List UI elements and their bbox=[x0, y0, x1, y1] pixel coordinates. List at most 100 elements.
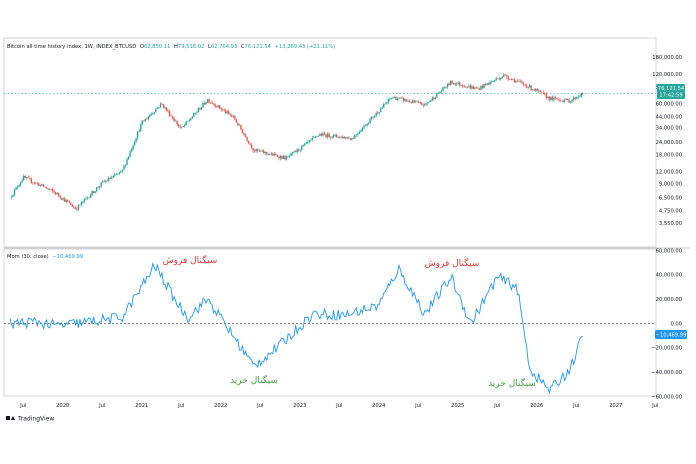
candle-body bbox=[106, 180, 108, 182]
candle-body bbox=[457, 82, 459, 84]
candle-body bbox=[486, 83, 488, 85]
candle-body bbox=[370, 116, 373, 120]
candle-body bbox=[252, 148, 254, 151]
candle-body bbox=[214, 104, 216, 107]
candle-body bbox=[164, 107, 166, 109]
candle-body bbox=[448, 83, 450, 86]
high-label: H bbox=[174, 44, 178, 50]
candle-body bbox=[287, 156, 289, 157]
candle-body bbox=[542, 92, 544, 94]
momentum-pane-frame bbox=[3, 248, 657, 397]
indicator-title[interactable]: Mom (30, close) bbox=[7, 254, 49, 260]
candle-body bbox=[395, 97, 397, 101]
candle-body bbox=[308, 140, 311, 143]
candle-body bbox=[232, 116, 235, 117]
candle-body bbox=[418, 102, 420, 103]
candle-body bbox=[405, 99, 408, 102]
candle-body bbox=[284, 155, 286, 160]
candle-body bbox=[563, 100, 566, 102]
candle-body bbox=[193, 113, 195, 117]
candle-body bbox=[354, 135, 356, 139]
candle-body bbox=[132, 145, 134, 150]
tradingview-logo-icon bbox=[6, 416, 10, 420]
candle-body bbox=[217, 105, 219, 108]
candle-body bbox=[471, 86, 473, 89]
candle-body bbox=[559, 99, 561, 102]
last-price-time: 17:42:59 bbox=[659, 93, 682, 99]
candle-body bbox=[518, 80, 520, 82]
symbol-title[interactable]: Bitcoin all time history index, 1W, INDE… bbox=[7, 44, 136, 50]
candle-body bbox=[293, 151, 295, 153]
candle-body bbox=[222, 109, 224, 111]
candle-body bbox=[340, 136, 342, 138]
sell-signal-label-1: سیگنال فروش bbox=[163, 254, 218, 266]
candle-body bbox=[197, 108, 200, 113]
candle-body bbox=[168, 111, 171, 116]
candle-body bbox=[50, 189, 52, 190]
candle-body bbox=[536, 89, 538, 91]
candle-body bbox=[530, 85, 532, 90]
candle-body bbox=[138, 131, 140, 132]
candle-body bbox=[478, 88, 481, 90]
candle-body bbox=[574, 97, 576, 100]
candle-body bbox=[407, 101, 409, 102]
candle-body bbox=[404, 99, 406, 102]
candle-body bbox=[480, 85, 482, 90]
candle-body bbox=[566, 98, 569, 100]
candle-body bbox=[174, 121, 177, 122]
candle-body bbox=[513, 79, 516, 83]
candle-body bbox=[498, 78, 500, 80]
candle-body bbox=[141, 120, 143, 125]
candle-body bbox=[326, 133, 329, 138]
candle-body bbox=[462, 85, 464, 87]
candle-body bbox=[387, 99, 390, 103]
candle-body bbox=[273, 153, 276, 156]
candle-body bbox=[528, 85, 531, 88]
price-pane[interactable] bbox=[4, 72, 656, 212]
candle-body bbox=[244, 134, 247, 138]
candle-body bbox=[396, 98, 399, 101]
candle-body bbox=[495, 78, 497, 81]
x-tick-label: Jul bbox=[19, 403, 26, 409]
candle-body bbox=[167, 110, 169, 112]
candle-body bbox=[92, 191, 95, 194]
x-tick-label: 2023 bbox=[293, 403, 306, 409]
candle-body bbox=[276, 155, 279, 157]
candle-body bbox=[531, 89, 534, 91]
candle-body bbox=[24, 176, 26, 178]
buy-signal-label-2: سیگنال خرید bbox=[488, 377, 536, 389]
candle-body bbox=[144, 118, 146, 122]
candle-body bbox=[372, 116, 374, 118]
candle-body bbox=[483, 83, 485, 88]
candle-body bbox=[577, 96, 579, 98]
candle-body bbox=[234, 116, 236, 120]
candle-body bbox=[541, 91, 543, 93]
candle-body bbox=[393, 97, 396, 98]
candle-body bbox=[211, 102, 213, 104]
candle-body bbox=[452, 83, 455, 84]
candle-body bbox=[477, 88, 479, 89]
candle-body bbox=[158, 107, 160, 108]
candle-body bbox=[32, 182, 34, 184]
candle-body bbox=[434, 97, 437, 100]
candle-body bbox=[288, 155, 291, 157]
candle-body bbox=[545, 93, 548, 98]
candle-body bbox=[569, 101, 572, 103]
candle-body bbox=[60, 197, 63, 200]
candle-body bbox=[48, 188, 51, 190]
candle-body bbox=[226, 111, 228, 114]
candle-body bbox=[231, 115, 233, 117]
candle-body bbox=[565, 98, 567, 101]
candle-body bbox=[67, 200, 69, 202]
candle-body bbox=[237, 122, 239, 126]
candle-body bbox=[143, 120, 145, 122]
momentum-pane[interactable] bbox=[4, 261, 656, 394]
candle-body bbox=[512, 79, 514, 80]
candle-body bbox=[133, 142, 136, 146]
candle-body bbox=[15, 187, 17, 190]
tradingview-logo[interactable]: TradingView bbox=[6, 416, 54, 423]
candle-body bbox=[209, 102, 212, 104]
candle-body bbox=[212, 103, 215, 105]
candle-body bbox=[45, 187, 48, 189]
